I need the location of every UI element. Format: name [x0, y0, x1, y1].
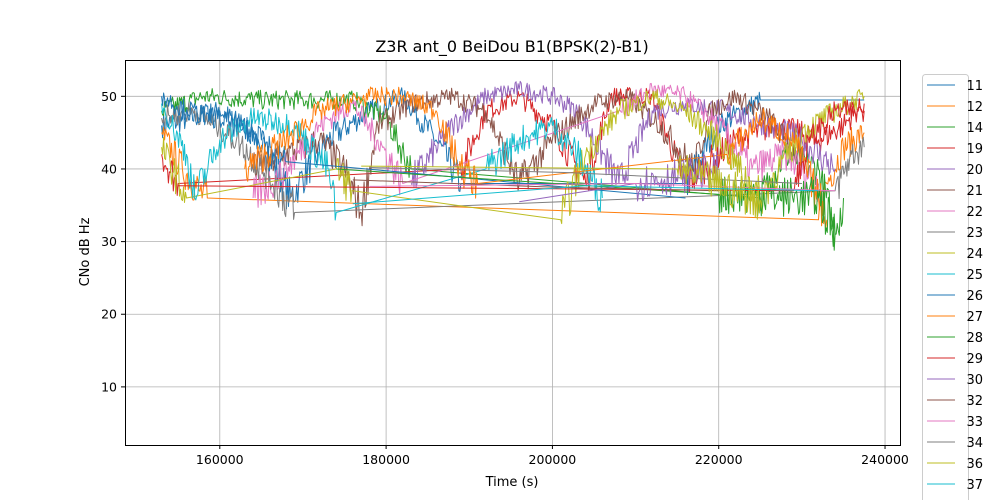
series-26-line — [161, 92, 686, 199]
legend-label-37: 37 — [966, 478, 983, 493]
ticks: 160000 180000 200000 220000 240000 10 20 30 40 50 — [101, 89, 909, 467]
legend-label-33: 33 — [966, 415, 983, 430]
legend-label-20: 20 — [966, 163, 983, 178]
series-28-line — [336, 168, 844, 247]
series-33-line — [369, 183, 836, 192]
legend-label-24: 24 — [966, 247, 983, 262]
series-29-line — [178, 99, 865, 192]
legend-label-14: 14 — [966, 121, 983, 136]
series-20-line — [410, 80, 836, 188]
legend-label-29: 29 — [966, 352, 983, 367]
legend-label-30: 30 — [966, 373, 983, 388]
x-tick-label: 180000 — [362, 452, 410, 467]
series-32-line — [352, 179, 719, 192]
legend-label-11: 11 — [966, 79, 983, 94]
x-tick-label: 240000 — [861, 452, 909, 467]
y-axis-label: CNo dB Hz — [78, 217, 93, 286]
series-14-line — [161, 88, 836, 251]
series-23-line — [161, 102, 865, 220]
series-25-line — [161, 103, 603, 221]
legend-label-12: 12 — [966, 100, 983, 115]
legend-label-27: 27 — [966, 310, 983, 325]
legend-label-22: 22 — [966, 205, 983, 220]
series-36-line — [361, 154, 761, 220]
x-tick-label: 220000 — [695, 452, 743, 467]
series-21-line — [252, 87, 803, 227]
legend-frame — [922, 74, 969, 500]
chart-title: Z3R ant_0 BeiDou B1(BPSK(2)-B1) — [375, 37, 648, 57]
axes-frame — [125, 60, 901, 446]
x-tick-label: 200000 — [529, 452, 577, 467]
legend-label-25: 25 — [966, 268, 983, 283]
x-axis-label: Time (s) — [485, 475, 539, 490]
y-tick-label: 50 — [101, 89, 117, 104]
series-34-line — [369, 167, 802, 184]
series-37-line — [352, 185, 819, 205]
legend-label-34: 34 — [966, 436, 983, 451]
series-30-line — [519, 151, 719, 203]
y-tick-label: 40 — [101, 161, 117, 176]
legend-label-32: 32 — [966, 394, 983, 409]
legend-label-36: 36 — [966, 457, 983, 472]
legend-label-21: 21 — [966, 184, 983, 199]
legend: 11 12 14 19 20 21 22 23 24 25 26 27 28 29 30 32 33 34 36 37… — [922, 74, 983, 500]
y-tick-label: 20 — [101, 307, 117, 322]
plot-area — [161, 80, 865, 251]
series-24-line — [161, 89, 865, 225]
series-27-line — [244, 86, 828, 229]
legend-label-26: 26 — [966, 289, 983, 304]
legend-label-19: 19 — [966, 142, 983, 157]
legend-label-28: 28 — [966, 331, 983, 346]
legend-label-23: 23 — [966, 226, 983, 241]
y-tick-label: 30 — [101, 234, 117, 249]
x-tick-label: 160000 — [196, 452, 244, 467]
y-tick-label: 10 — [101, 379, 117, 394]
